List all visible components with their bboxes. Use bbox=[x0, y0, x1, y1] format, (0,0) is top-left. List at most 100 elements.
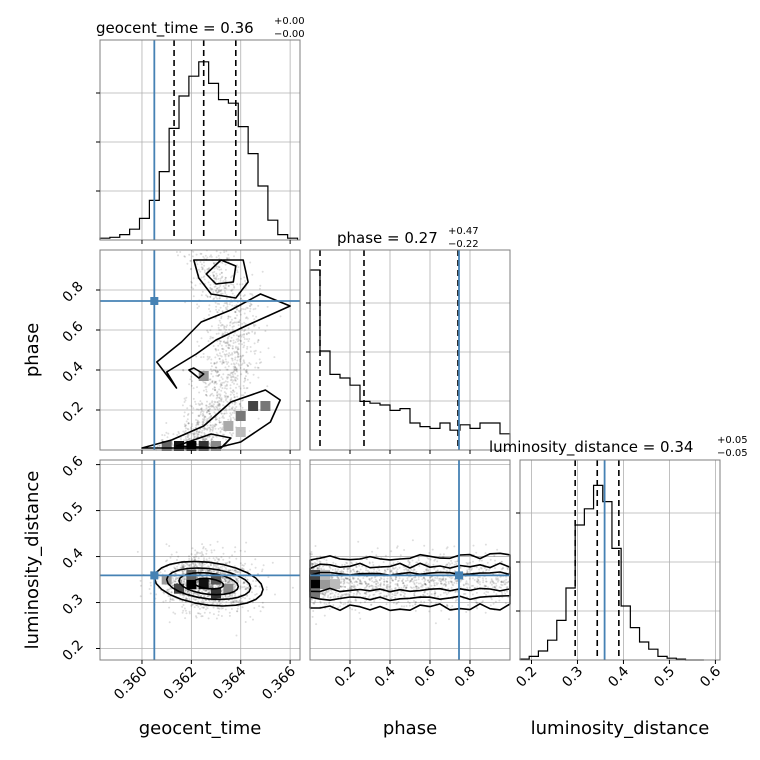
sample-point bbox=[148, 588, 151, 590]
sample-point bbox=[459, 566, 462, 569]
sample-point bbox=[237, 353, 240, 356]
sample-point bbox=[257, 417, 260, 420]
sample-point bbox=[239, 587, 242, 590]
sample-point bbox=[238, 571, 241, 574]
sample-point bbox=[188, 438, 191, 441]
sample-point bbox=[237, 335, 240, 338]
sample-point bbox=[257, 339, 260, 342]
sample-point bbox=[201, 266, 204, 269]
sample-point bbox=[238, 339, 241, 342]
sample-point bbox=[234, 379, 237, 382]
sample-point bbox=[248, 597, 251, 600]
truth-marker bbox=[150, 297, 159, 305]
sample-point bbox=[264, 330, 267, 332]
sample-point bbox=[220, 412, 223, 415]
sample-point bbox=[336, 570, 339, 573]
sample-point bbox=[347, 567, 350, 570]
density-cell bbox=[198, 371, 209, 381]
sample-point bbox=[315, 623, 318, 626]
sample-point bbox=[339, 605, 342, 608]
sample-point bbox=[243, 362, 246, 364]
sample-point bbox=[353, 581, 356, 584]
sample-point bbox=[383, 583, 385, 586]
sample-point bbox=[356, 590, 359, 593]
sample-point bbox=[175, 576, 178, 579]
sample-point bbox=[202, 255, 205, 258]
sample-point bbox=[415, 586, 417, 589]
sample-point bbox=[218, 297, 221, 300]
sample-point bbox=[314, 545, 317, 547]
sample-point bbox=[466, 569, 469, 572]
sample-point bbox=[179, 579, 182, 582]
sample-point bbox=[234, 600, 237, 602]
sample-point bbox=[224, 608, 227, 611]
sample-point bbox=[348, 578, 351, 581]
sample-point bbox=[379, 592, 382, 595]
sample-point bbox=[493, 582, 496, 585]
sample-point bbox=[192, 432, 195, 435]
sample-point bbox=[245, 316, 248, 319]
sample-point bbox=[232, 362, 235, 365]
sample-point bbox=[486, 561, 489, 564]
sample-point bbox=[395, 576, 398, 579]
sample-point bbox=[251, 601, 254, 604]
sample-point bbox=[438, 577, 441, 580]
sample-point bbox=[205, 549, 208, 552]
sample-point bbox=[201, 569, 204, 572]
sample-point bbox=[329, 567, 332, 570]
sample-point bbox=[213, 362, 216, 364]
sample-point bbox=[250, 303, 253, 306]
sample-point bbox=[451, 583, 454, 586]
sample-point bbox=[249, 350, 252, 353]
sample-point bbox=[220, 268, 223, 271]
sample-point bbox=[234, 407, 237, 410]
sample-point bbox=[221, 310, 224, 313]
sample-point bbox=[209, 581, 211, 584]
sample-point bbox=[224, 399, 227, 402]
sample-point bbox=[233, 418, 236, 421]
sample-point bbox=[426, 592, 429, 595]
sample-point bbox=[366, 569, 369, 572]
sample-point bbox=[505, 586, 508, 589]
sample-point bbox=[348, 586, 351, 589]
sample-point bbox=[195, 253, 198, 256]
sample-point bbox=[190, 375, 193, 378]
sample-point bbox=[209, 287, 212, 290]
sample-point bbox=[433, 559, 436, 562]
sample-point bbox=[200, 565, 203, 568]
sample-point bbox=[240, 356, 243, 358]
sample-point bbox=[456, 580, 459, 583]
sample-point bbox=[234, 317, 237, 320]
sample-point bbox=[193, 558, 196, 561]
sample-point bbox=[210, 362, 213, 365]
sample-point bbox=[205, 411, 208, 414]
sample-point bbox=[234, 366, 237, 369]
sample-point bbox=[389, 569, 392, 572]
sample-point bbox=[230, 357, 233, 360]
sample-point bbox=[253, 607, 256, 609]
sample-point bbox=[343, 582, 346, 584]
sample-point bbox=[456, 560, 458, 563]
sample-point bbox=[226, 400, 229, 403]
sample-point bbox=[203, 264, 206, 267]
sample-point bbox=[202, 547, 205, 550]
sample-point bbox=[316, 567, 319, 570]
sample-point bbox=[230, 298, 233, 301]
sample-point bbox=[396, 568, 399, 571]
sample-point bbox=[495, 577, 498, 580]
sample-point bbox=[233, 317, 236, 320]
sample-point bbox=[442, 553, 445, 556]
sample-point bbox=[442, 555, 445, 558]
sample-point bbox=[226, 395, 229, 398]
density-cell bbox=[161, 441, 172, 451]
sample-point bbox=[247, 340, 250, 343]
sample-point bbox=[265, 588, 268, 591]
sample-point bbox=[200, 337, 203, 340]
sample-point bbox=[209, 382, 212, 385]
sample-point bbox=[219, 369, 221, 372]
sample-point bbox=[185, 396, 188, 399]
sample-point bbox=[235, 405, 238, 408]
sample-point bbox=[454, 597, 457, 600]
sample-point bbox=[348, 578, 351, 581]
density-cell bbox=[235, 427, 246, 437]
